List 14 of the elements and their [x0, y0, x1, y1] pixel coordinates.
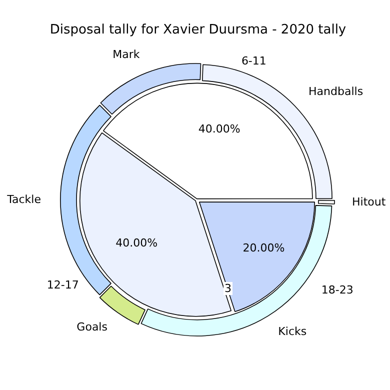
data-label: 20.00%	[242, 242, 285, 255]
slice-label: Hitout	[352, 195, 386, 208]
text: 3	[224, 282, 232, 295]
slice-label: 6-11	[241, 54, 266, 68]
slice-label: 18-23	[321, 284, 354, 297]
slice-label: Tackle	[6, 192, 42, 206]
slice-label: Goals	[76, 320, 108, 334]
data-label: 40.00%	[198, 122, 240, 136]
data-label: 40.00%	[116, 236, 158, 250]
slice-label: Kicks	[278, 325, 307, 338]
slice-label: 12-17	[46, 278, 79, 292]
slice-label: Mark	[112, 48, 140, 62]
chart-title: Disposal tally for Xavier Duursma - 2020 tally	[50, 22, 346, 38]
slice-label: Handballs	[308, 84, 364, 98]
